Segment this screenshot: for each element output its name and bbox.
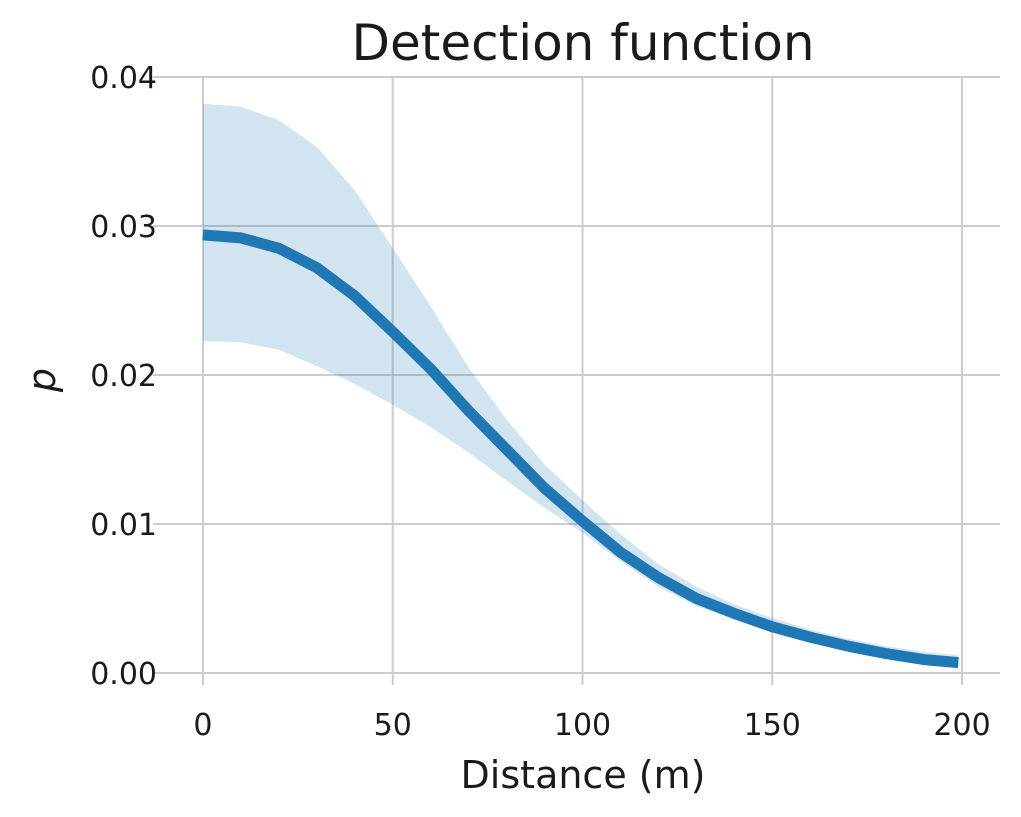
y-tick-label: 0.00 xyxy=(90,657,157,692)
y-axis-label: p xyxy=(20,368,64,393)
x-tick-marks xyxy=(201,673,964,685)
plot-series xyxy=(202,103,959,669)
x-tick-label: 50 xyxy=(374,708,412,743)
x-tick-label: 150 xyxy=(744,708,801,743)
detection-curve xyxy=(202,229,959,669)
y-tick-marks xyxy=(153,76,165,674)
chart-title: Detection function xyxy=(351,14,814,72)
y-tick-label: 0.03 xyxy=(90,210,157,245)
y-tick-label: 0.04 xyxy=(90,61,157,96)
x-tick-labels: 0 50 100 150 200 xyxy=(193,708,990,743)
x-tick-label: 200 xyxy=(933,708,990,743)
x-axis-label: Distance (m) xyxy=(461,753,706,797)
y-tick-labels: 0.00 0.01 0.02 0.03 0.04 xyxy=(90,61,157,692)
x-tick-label: 0 xyxy=(193,708,212,743)
y-tick-label: 0.01 xyxy=(90,508,157,543)
x-tick-label: 100 xyxy=(554,708,611,743)
confidence-band xyxy=(203,103,959,666)
y-tick-label: 0.02 xyxy=(90,359,157,394)
